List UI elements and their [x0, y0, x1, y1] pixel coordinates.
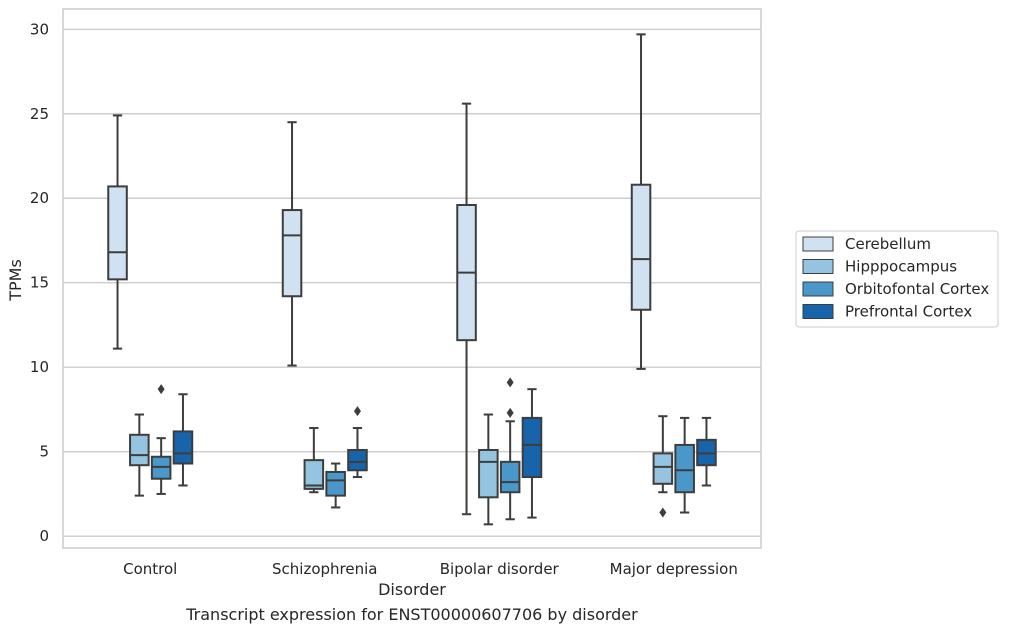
iqr-box — [325, 470, 346, 497]
box-orbitofontal-cortex — [325, 462, 346, 509]
legend-label: Orbitofontal Cortex — [845, 280, 989, 298]
box-prefrontal-cortex — [172, 393, 194, 487]
legend-swatch — [802, 236, 834, 252]
outlier-marker — [506, 407, 514, 418]
box-cerebellum — [107, 114, 128, 350]
box-cerebellum — [281, 121, 303, 367]
y-tick-label: 30 — [30, 20, 49, 38]
y-tick-label: 10 — [30, 358, 49, 376]
figure-caption: Transcript expression for ENST0000060770… — [186, 605, 638, 624]
box-prefrontal-cortex — [696, 416, 717, 487]
outlier-marker — [659, 507, 667, 518]
box-hipppocampus — [478, 413, 499, 526]
legend-label: Hipppocampus — [845, 258, 957, 276]
y-tick-label: 15 — [30, 274, 49, 292]
x-axis-label: Disorder — [378, 580, 446, 599]
y-tick-label: 25 — [30, 105, 49, 123]
box-prefrontal-cortex — [521, 388, 543, 519]
box-prefrontal-cortex — [347, 406, 368, 479]
iqr-box — [674, 443, 695, 494]
box-groups — [107, 33, 717, 526]
outlier-marker — [353, 406, 361, 417]
box-hipppocampus — [129, 413, 150, 497]
x-tick-labels: Control Schizophrenia Bipolar disorder Majo… — [123, 560, 738, 578]
box-cerebellum — [456, 102, 477, 516]
iqr-box — [172, 430, 194, 465]
x-tick-label: Bipolar disorder — [440, 560, 560, 578]
legend-swatch — [802, 304, 834, 319]
iqr-box — [499, 460, 521, 494]
outlier-marker — [157, 384, 165, 395]
iqr-box — [347, 449, 368, 472]
iqr-box — [521, 416, 543, 479]
box-hipppocampus — [303, 427, 325, 494]
box-orbitofontal-cortex — [150, 384, 172, 495]
iqr-box — [281, 209, 303, 298]
y-axis-label: TPMs — [6, 259, 25, 302]
plot-frame — [62, 8, 762, 549]
box-cerebellum — [630, 33, 652, 370]
iqr-box — [478, 449, 499, 499]
legend-frame — [795, 230, 999, 328]
legend-label: Prefrontal Cortex — [845, 303, 972, 321]
y-tick-label: 20 — [30, 189, 49, 207]
x-tick-label: Schizophrenia — [272, 560, 377, 578]
iqr-box — [107, 185, 128, 281]
y-tick-label: 5 — [39, 443, 49, 461]
box-hipppocampus — [652, 415, 674, 518]
legend: Cerebellum Hipppocampus Orbitofontal Corte… — [795, 230, 999, 328]
legend-label: Cerebellum — [845, 235, 931, 253]
y-tick-labels: 0 5 10 15 20 25 30 — [30, 20, 49, 545]
iqr-box — [652, 452, 674, 485]
y-tick-label: 0 — [39, 527, 49, 545]
box-orbitofontal-cortex — [499, 377, 521, 521]
iqr-box — [303, 459, 325, 490]
box-orbitofontal-cortex — [674, 416, 695, 514]
iqr-box — [630, 183, 652, 311]
legend-swatch — [802, 281, 834, 297]
iqr-box — [129, 433, 150, 467]
legend-swatch — [802, 259, 834, 274]
x-tick-label: Major depression — [610, 560, 738, 578]
outlier-marker — [506, 377, 514, 388]
x-tick-label: Control — [123, 560, 177, 578]
